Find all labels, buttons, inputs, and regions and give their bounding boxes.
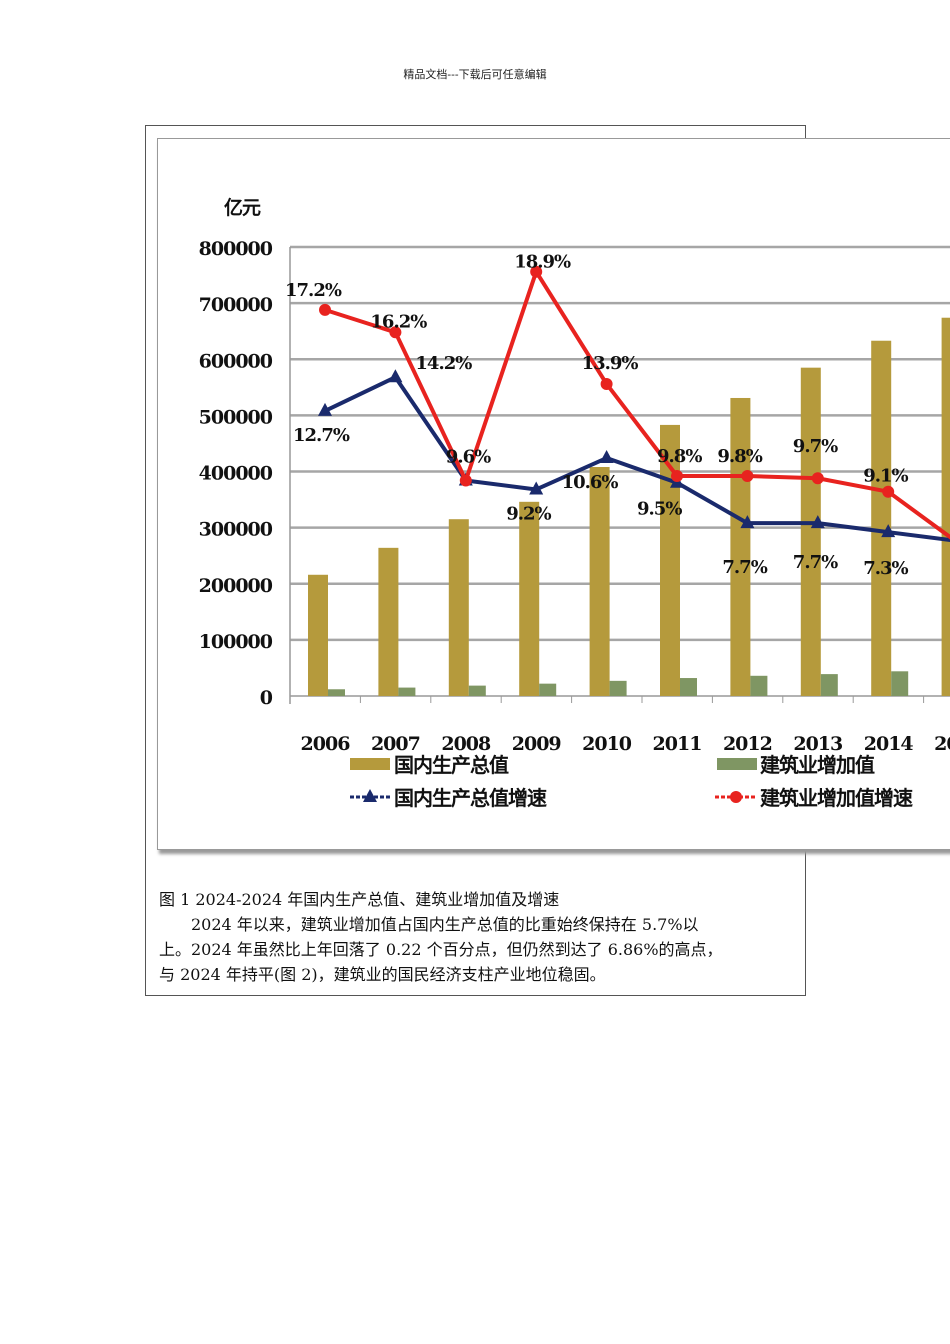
marker-point [741,469,754,482]
y-tick-label: 0 [260,687,273,709]
bar-construction [328,689,345,696]
circle-icon [730,791,742,803]
x-tick-label: 2013 [793,733,842,755]
data-label: 9.8% [717,446,762,467]
x-tick-label: 2015 [934,733,950,755]
x-tick-label: 2008 [441,733,491,755]
data-label: 10.6% [562,472,619,493]
bar-gdp [378,547,399,696]
bar-gdp [660,424,680,696]
line-gdp-growth [324,375,950,543]
y-tick-label: 200000 [199,575,273,597]
y-axis-label: 亿元 [224,196,261,219]
y-tick-label: 100000 [199,631,273,653]
data-label: 12.7% [293,425,350,446]
data-label: 18.9% [514,252,571,273]
x-tick-label: 2006 [301,733,351,755]
legend-label: 国内生产总值 [394,753,509,777]
x-tick-label: 2009 [512,733,562,755]
x-tick-label: 2014 [864,733,914,755]
bar-construction [750,675,768,696]
paragraph-line: 2024 年以来，建筑业增加值占国内生产总值的比重始终保持在 5.7%以 [191,915,699,934]
y-tick-label: 800000 [199,238,273,260]
bar-gdp [448,519,469,696]
bar-gdp [519,501,540,696]
x-tick-label: 2012 [723,733,772,755]
x-tick-label: 2007 [371,733,420,755]
marker-point [882,485,895,498]
marker-point [740,515,755,529]
bar-construction [680,678,697,696]
marker-point [459,474,472,487]
legend-label: 国内生产总值增速 [394,786,547,810]
bar-gdp [308,574,328,696]
data-label: 7.7% [793,552,838,573]
marker-point [389,326,402,339]
marker-point [600,377,613,390]
bar-gdp [871,340,892,696]
marker-point [388,369,403,383]
y-tick-label: 300000 [199,519,273,541]
data-label: 17.2% [285,280,342,301]
y-tick-label: 500000 [199,406,273,428]
bar-construction [891,671,909,696]
legend-swatch-gdp [350,758,390,770]
line-construction-growth [324,269,950,540]
bar-gdp [589,467,610,696]
bar-construction [468,685,486,696]
bar-gdp [941,317,950,696]
data-label: 9.2% [506,503,551,524]
marker-point [529,481,544,495]
figure-caption: 图 1 2024-2024 年国内生产总值、建筑业增加值及增速 [159,890,560,909]
legend-label: 建筑业增加值增速 [760,786,913,810]
marker-point [318,402,332,416]
x-tick-label: 2011 [653,733,702,755]
x-tick-label: 2010 [582,733,632,755]
bar-construction [539,683,557,696]
bar-gdp [800,367,821,696]
data-label: 7.7% [722,557,767,578]
legend-label: 建筑业增加值 [760,753,875,777]
data-label: 9.6% [446,446,491,467]
caption-block: 图 1 2024-2024 年国内生产总值、建筑业增加值及增速 2024 年以来… [159,887,799,987]
paragraph-line: 上。2024 年虽然比上年回落了 0.22 个百分点，但仍然到达了 6.86%的… [159,940,723,959]
y-tick-label: 700000 [199,294,273,316]
data-label: 9.1% [863,466,908,487]
data-label: 9.8% [657,446,702,467]
data-label: 16.2% [370,311,427,332]
bar-construction [609,680,627,696]
bar-construction [820,674,838,696]
paragraph-line: 与 2024 年持平(图 2)，建筑业的国民经济支柱产业地位稳固。 [159,965,606,984]
marker-point [881,524,896,538]
data-label: 9.5% [637,499,682,520]
bar-gdp [730,397,751,696]
data-label: 7.3% [863,558,908,579]
marker-point [811,472,824,485]
data-label: 14.2% [415,353,472,374]
marker-point [671,469,683,482]
legend-swatch-construction [717,758,757,770]
triangle-icon [363,789,377,802]
data-label: 13.9% [582,353,639,374]
marker-point [599,450,614,464]
y-tick-label: 400000 [199,463,273,485]
marker-point [530,265,543,278]
document-header: 精品文档---下载后可任意编辑 [403,68,547,81]
marker-point [810,515,825,529]
bar-construction [398,687,416,696]
data-label: 9.7% [793,436,838,457]
y-tick-label: 600000 [199,350,273,372]
marker-point [319,303,331,316]
